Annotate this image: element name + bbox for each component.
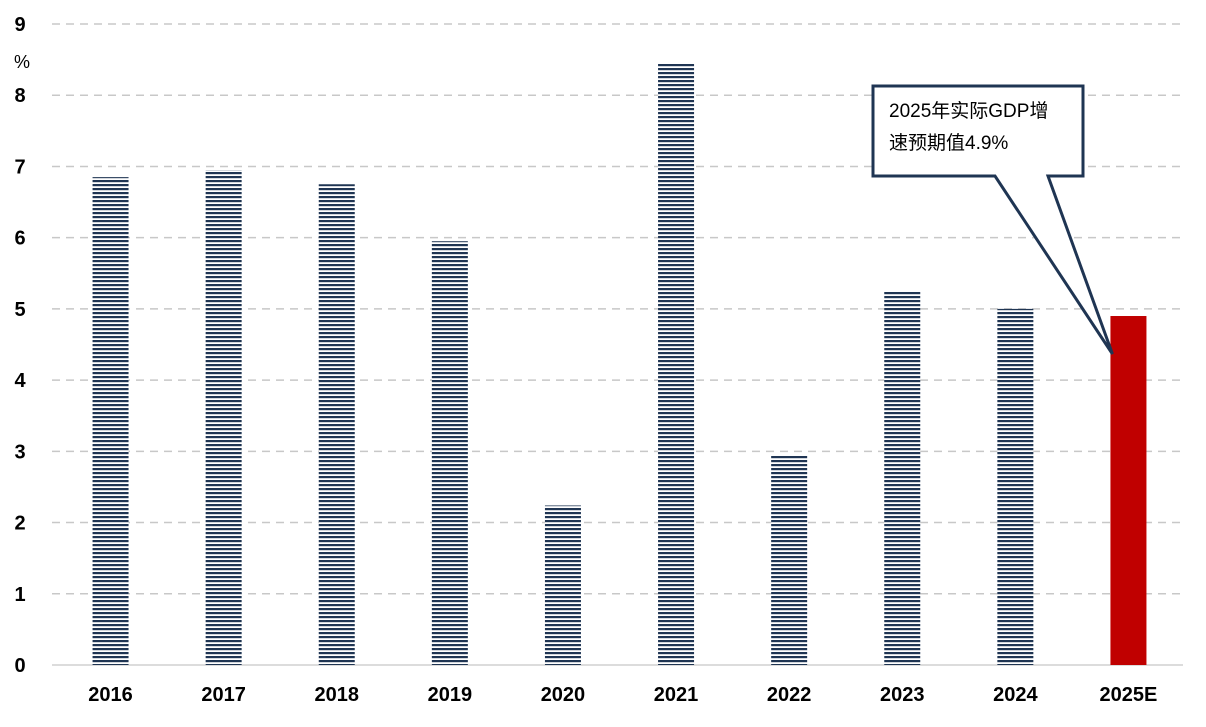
bar <box>544 505 581 665</box>
y-tick-label: 4 <box>14 370 26 392</box>
x-tick-label: 2019 <box>428 684 473 706</box>
x-tick-label: 2017 <box>201 684 246 706</box>
bar <box>431 241 468 665</box>
y-tick-label: 8 <box>14 85 25 107</box>
y-tick-label: 0 <box>14 655 25 677</box>
x-tick-label: 2020 <box>541 684 586 706</box>
x-tick-label: 2022 <box>767 684 812 706</box>
bar <box>92 177 129 665</box>
y-tick-label: 2 <box>14 513 25 535</box>
y-tick-label: 9 <box>14 14 25 36</box>
bar <box>318 184 355 665</box>
bar <box>771 454 808 665</box>
x-tick-label: 2023 <box>880 684 925 706</box>
x-tick-label: 2016 <box>88 684 133 706</box>
y-tick-label: 7 <box>14 156 25 178</box>
y-tick-label: 5 <box>14 299 25 321</box>
y-tick-label: 6 <box>14 228 25 250</box>
bar <box>997 308 1034 665</box>
bar-highlight <box>1110 316 1147 665</box>
callout-text-line: 2025年实际GDP增 <box>889 100 1048 122</box>
x-tick-label: 2021 <box>654 684 699 706</box>
y-tick-label: 1 <box>14 584 25 606</box>
y-unit-label: % <box>14 52 30 72</box>
bars <box>92 63 1147 665</box>
bar <box>205 170 242 665</box>
bar <box>884 291 921 665</box>
x-tick-label: 2025E <box>1100 684 1158 706</box>
x-tick-label: 2018 <box>315 684 360 706</box>
x-tick-label: 2024 <box>993 684 1038 706</box>
callout-box <box>871 84 1114 355</box>
callout-text-line: 速预期值4.9% <box>889 132 1008 154</box>
y-tick-label: 3 <box>14 441 25 463</box>
tick-labels: 0 1 2 3 4 5 6 7 8 9% 2016 2017 2018 2019 2020 2021 2022 2… <box>14 14 1157 706</box>
bar <box>658 63 695 665</box>
